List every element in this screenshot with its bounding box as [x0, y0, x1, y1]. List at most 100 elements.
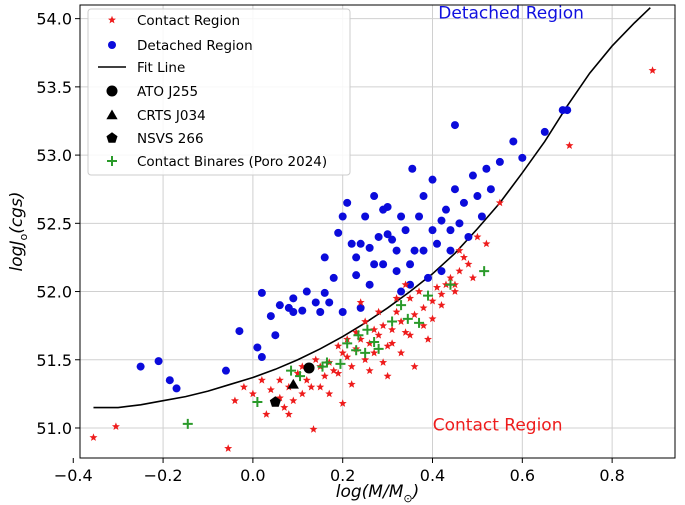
x-tick-label: 0.2	[330, 466, 355, 485]
detached-region-point	[388, 235, 397, 244]
contact-region-point	[275, 393, 284, 402]
contact-region-point	[343, 352, 352, 361]
y-tick-label: 53.5	[36, 78, 72, 97]
contact-region-point	[325, 389, 334, 398]
detached-region-point	[370, 192, 379, 201]
detached-region-point	[257, 288, 266, 297]
poro-2024-point	[423, 290, 434, 301]
legend-symbol-1	[108, 41, 116, 49]
poro-2024-point	[335, 358, 346, 369]
x-axis-title: log(M/M⊙)	[336, 482, 419, 505]
ato-j255-point	[303, 362, 315, 374]
detached-region-point	[338, 308, 347, 317]
detached-region-point	[464, 232, 473, 241]
contact-region-point	[111, 422, 120, 431]
detached-region-point	[257, 353, 266, 362]
detached-region-point	[450, 185, 459, 194]
contact-region-point	[495, 198, 504, 207]
contact-region-point	[311, 355, 320, 364]
detached-region-point	[316, 308, 325, 317]
crts-j034-point	[287, 378, 299, 389]
contact-region-point	[648, 66, 657, 74]
contact-region-point	[248, 389, 257, 398]
detached-region-point	[446, 246, 455, 255]
poro-2024-point	[182, 418, 193, 429]
poro-2024-point	[387, 316, 398, 327]
contact-region-point	[89, 433, 98, 441]
poro-2024-point	[362, 324, 373, 335]
contact-region-point	[383, 341, 392, 350]
legend-symbols	[98, 15, 126, 166]
poro-2024-point	[342, 338, 353, 349]
detached-region-point	[450, 121, 459, 130]
detached-region-point	[459, 198, 468, 207]
contact-region-point	[388, 325, 397, 334]
contact-region-point	[334, 369, 343, 377]
nsvs-266-point	[269, 396, 281, 407]
detached-region-point	[320, 253, 329, 262]
contact-region-point	[379, 321, 388, 330]
contact-region-point	[473, 232, 482, 241]
contact-region-point	[365, 366, 374, 375]
legend-label-fit: Fit Line	[137, 60, 185, 76]
detached-region-point	[352, 253, 361, 262]
poro-2024-point	[373, 343, 384, 354]
detached-region-point	[419, 246, 428, 255]
detached-region-point	[406, 280, 415, 289]
detached-region-point	[347, 239, 356, 248]
detached-region-point	[356, 303, 365, 312]
legend-symbol-3	[106, 85, 118, 97]
poro-2024-point	[360, 347, 371, 358]
detached-region-point	[352, 271, 361, 280]
poro-2024-point	[295, 371, 306, 382]
detached-region-point	[172, 384, 181, 393]
detached-region-point	[136, 362, 145, 371]
detached-region-point	[154, 357, 163, 366]
detached-region-point	[437, 267, 446, 276]
detached-region-point	[518, 153, 527, 162]
detached-region-point	[370, 260, 379, 269]
poro-2024-point	[396, 300, 407, 311]
detached-region-point	[338, 212, 347, 221]
legend-label-crts: CRTS J034	[137, 108, 206, 124]
poro-2024-point	[479, 266, 490, 277]
detached-region-point	[275, 301, 284, 310]
detached-region-point	[165, 376, 174, 385]
detached-region-point	[271, 331, 280, 340]
contact-region-point	[455, 246, 464, 254]
y-tick-label: 52.0	[36, 283, 72, 302]
legend-label-ato: ATO J255	[137, 84, 198, 100]
contact-region-point	[289, 396, 298, 405]
poro-2024-point	[351, 345, 362, 356]
detached-region-point	[473, 192, 482, 201]
contact-region-point	[298, 362, 307, 370]
contact-region-point	[224, 444, 233, 452]
contact-region-point	[482, 239, 491, 248]
detached-region-point	[415, 212, 424, 221]
contact-region-point	[293, 369, 302, 377]
detached-region-point	[365, 243, 374, 252]
detached-region-point	[374, 232, 383, 241]
poro-2024-point	[402, 313, 413, 324]
contact-region-point	[401, 280, 410, 289]
contact-region-annotation: Contact Region	[433, 416, 563, 436]
detached-region-point	[419, 192, 428, 201]
detached-region-point	[495, 157, 504, 166]
contact-region-point	[361, 317, 370, 325]
axis-ticks: −0.4 −0.2 0.0 0.2 0.4 0.6 0.8 51.0 51.5 52.0 52.5 5…	[36, 10, 624, 485]
contact-region-point	[230, 396, 239, 405]
contact-region-point	[428, 314, 437, 323]
contact-region-point	[415, 287, 424, 295]
detached-region-point	[365, 280, 374, 289]
detached-region-point	[563, 106, 572, 115]
detached-region-point	[266, 312, 275, 321]
contact-region-point	[428, 296, 437, 305]
legend-symbol-5	[106, 132, 118, 143]
detached-region-point	[397, 212, 406, 221]
contact-region-point	[329, 366, 338, 375]
contact-region-point	[347, 380, 356, 388]
contact-region-point	[410, 310, 419, 319]
detached-region-point	[311, 298, 320, 307]
contact-region-point	[401, 328, 410, 336]
